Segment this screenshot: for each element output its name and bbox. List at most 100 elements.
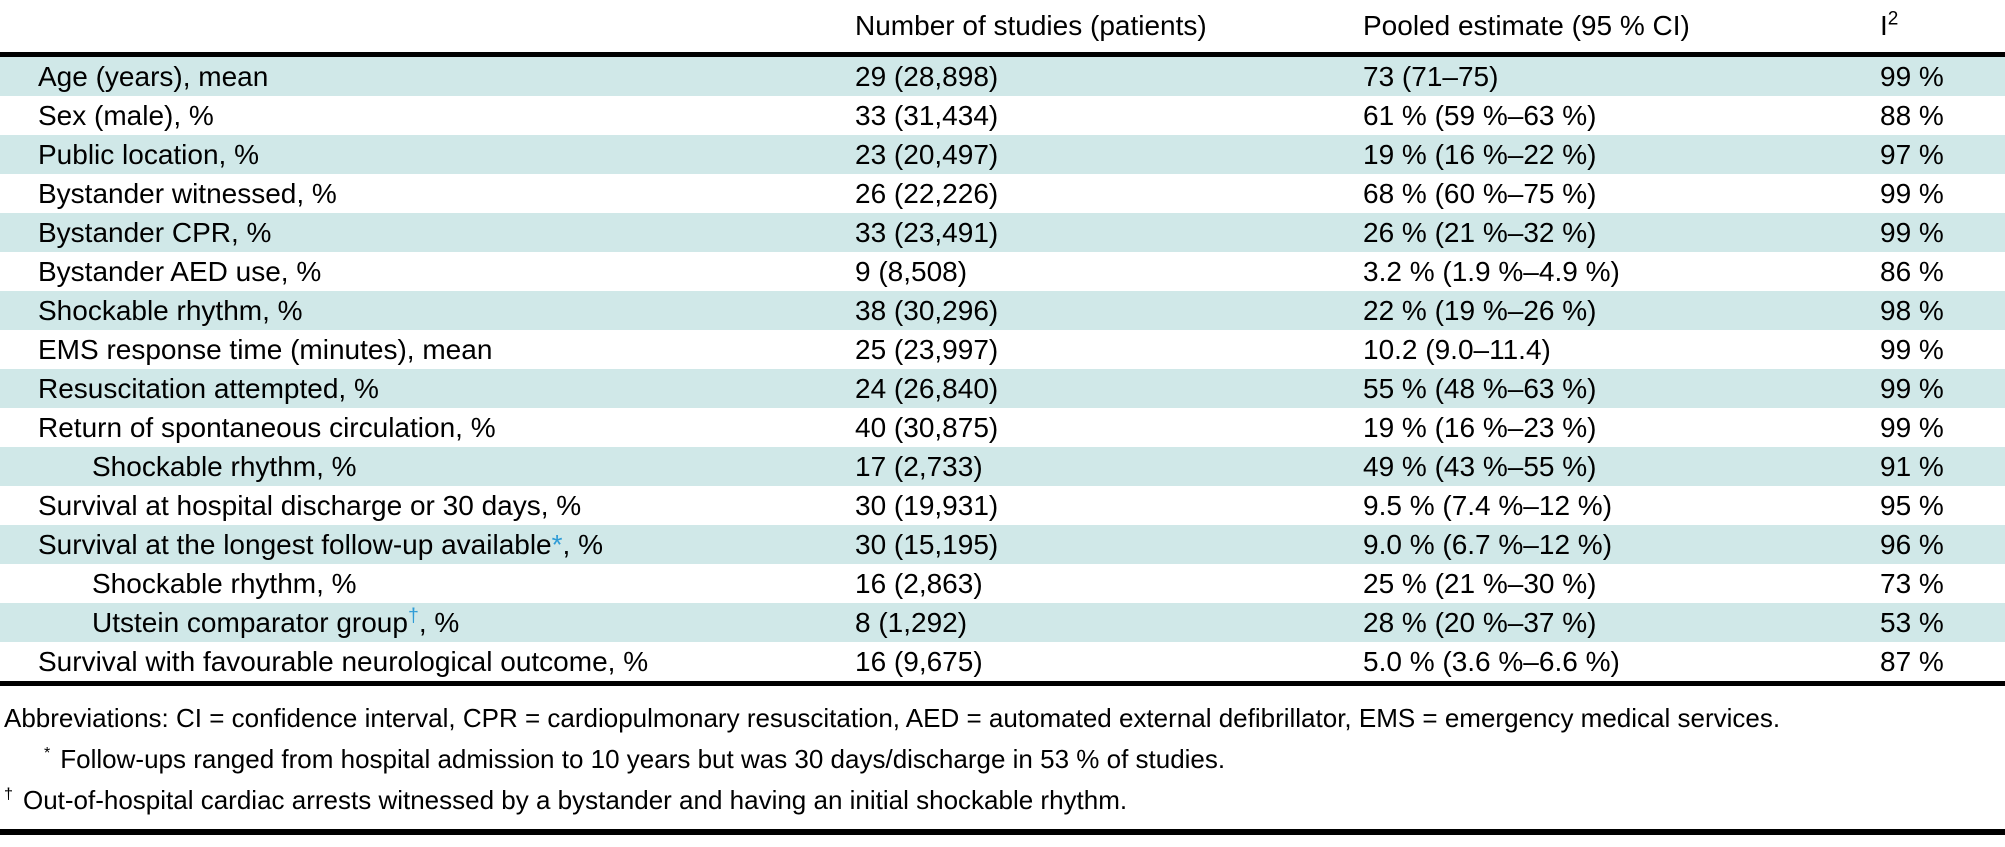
estimate-cell: 73 (71–75) (1363, 54, 1880, 96)
studies-cell: 25 (23,997) (855, 333, 999, 365)
i2-cell: 99 % (1880, 369, 2005, 408)
row-label-suffix: , % (562, 528, 603, 560)
estimate-cell: 28 % (20 %–37 %) (1363, 603, 1880, 642)
estimate-cell: 55 % (48 %–63 %) (1363, 369, 1880, 408)
estimate-cell: 25 % (21 %–30 %) (1363, 567, 1597, 599)
row-label-text: Bystander witnessed, % (38, 177, 337, 209)
row-label: Bystander AED use, % (0, 252, 855, 291)
studies-cell: 40 (30,875) (855, 411, 999, 443)
table-row: Shockable rhythm, % 38 (30,296) 22 % (19… (0, 291, 2005, 330)
estimate-cell: 49 % (43 %–55 %) (1363, 447, 1880, 486)
estimate-cell: 9.0 % (6.7 %–12 %) (1363, 525, 1880, 564)
estimate-cell: 19 % (16 %–23 %) (1363, 411, 1597, 443)
table-row: Resuscitation attempted, % 24 (26,840) 5… (0, 369, 2005, 408)
i2-cell: 88 % (1880, 99, 1944, 131)
row-label-text: Age (years), mean (38, 60, 269, 92)
i2-cell: 91 % (1880, 447, 2005, 486)
estimate-cell: 9.5 % (7.4 %–12 %) (1363, 489, 1613, 521)
row-label: Survival with favourable neurological ou… (0, 642, 855, 686)
studies-cell: 33 (23,491) (855, 213, 1363, 252)
studies-cell: 29 (28,898) (855, 54, 1363, 96)
i2-cell: 99 % (1880, 213, 2005, 252)
row-label-text: EMS response time (minutes), mean (38, 333, 493, 365)
estimate-cell: 10.2 (9.0–11.4) (1363, 333, 1551, 365)
row-label: EMS response time (minutes), mean (0, 330, 855, 369)
i2-cell: 97 % (1880, 135, 2005, 174)
row-label-text: Bystander CPR, % (38, 216, 272, 248)
estimate-cell: 22 % (19 %–26 %) (1363, 291, 1880, 330)
row-label-text: Resuscitation attempted, % (38, 372, 379, 404)
row-label-text: Sex (male), % (38, 99, 214, 131)
table-body: Age (years), mean 29 (28,898) 73 (71–75)… (0, 54, 2005, 686)
row-label: Age (years), mean (0, 54, 855, 96)
table-row: EMS response time (minutes), mean 25 (23… (0, 330, 2005, 369)
col-parameter-header (0, 0, 855, 57)
estimate-cell: 26 % (21 %–32 %) (1363, 213, 1880, 252)
row-label-text: Shockable rhythm, % (92, 450, 357, 482)
table-row: Utstein comparator group†, % 8 (1,292) 2… (0, 603, 2005, 642)
col-studies-header: Number of studies (patients) (855, 0, 1363, 57)
i2-cell: 99 % (1880, 411, 1944, 443)
i2-cell: 87 % (1880, 642, 2005, 686)
row-label-text: Utstein comparator group (92, 606, 408, 638)
footnote-dagger-text: Out-of-hospital cardiac arrests witnesse… (22, 785, 1128, 815)
table-row: Shockable rhythm, % 17 (2,733) 49 % (43 … (0, 447, 2005, 486)
estimate-cell: 5.0 % (3.6 %–6.6 %) (1363, 642, 1880, 686)
i2-superscript: 2 (1887, 8, 1899, 30)
meta-analysis-table: Number of studies (patients) Pooled esti… (0, 0, 2005, 686)
studies-cell: 26 (22,226) (855, 177, 999, 209)
table-row: Shockable rhythm, % 16 (2,863) 25 % (21 … (0, 564, 2005, 603)
superscript-marker: † (407, 604, 419, 627)
footnote-star: * Follow-ups ranged from hospital admissi… (4, 739, 2005, 780)
i2-cell: 53 % (1880, 603, 2005, 642)
estimate-cell: 68 % (60 %–75 %) (1363, 177, 1597, 209)
row-label: Survival at the longest follow-up availa… (0, 525, 855, 564)
footnote-star-marker: * (44, 744, 51, 763)
header-row: Number of studies (patients) Pooled esti… (0, 0, 2005, 57)
row-label: Public location, % (0, 135, 855, 174)
footnote-star-text: Follow-ups ranged from hospital admissio… (60, 744, 1226, 774)
table-row: Age (years), mean 29 (28,898) 73 (71–75)… (0, 54, 2005, 96)
row-label: Survival at hospital discharge or 30 day… (0, 486, 855, 525)
i2-cell: 73 % (1880, 567, 1944, 599)
i2-cell: 98 % (1880, 291, 2005, 330)
table-row: Bystander CPR, % 33 (23,491) 26 % (21 %–… (0, 213, 2005, 252)
row-label: Shockable rhythm, % (0, 447, 855, 486)
row-label: Resuscitation attempted, % (0, 369, 855, 408)
i2-cell: 99 % (1880, 177, 1944, 209)
row-label-text: Survival at the longest follow-up availa… (38, 528, 552, 560)
studies-cell: 17 (2,733) (855, 447, 1363, 486)
i2-cell: 99 % (1880, 54, 2005, 96)
studies-cell: 23 (20,497) (855, 135, 1363, 174)
row-label: Bystander witnessed, % (0, 174, 855, 213)
footnote-dagger: † Out-of-hospital cardiac arrests witness… (4, 780, 2005, 821)
footnotes: Abbreviations: CI = confidence interval,… (0, 686, 2005, 821)
estimate-cell: 61 % (59 %–63 %) (1363, 99, 1597, 131)
table-row: Survival at hospital discharge or 30 day… (0, 486, 2005, 525)
studies-cell: 38 (30,296) (855, 291, 1363, 330)
col-estimate-header: Pooled estimate (95 % CI) (1363, 0, 1880, 57)
studies-cell: 16 (9,675) (855, 642, 1363, 686)
table-row: Sex (male), % 33 (31,434) 61 % (59 %–63 … (0, 96, 2005, 135)
superscript-marker: * (551, 528, 563, 560)
row-label: Utstein comparator group†, % (0, 603, 855, 642)
row-label-suffix: , % (418, 606, 460, 638)
row-label-text: Survival with favourable neurological ou… (38, 645, 649, 677)
studies-cell: 30 (19,931) (855, 489, 999, 521)
table-row: Survival with favourable neurological ou… (0, 642, 2005, 686)
studies-cell: 16 (2,863) (855, 567, 983, 599)
studies-cell: 8 (1,292) (855, 603, 1363, 642)
row-label: Bystander CPR, % (0, 213, 855, 252)
estimate-cell: 3.2 % (1.9 %–4.9 %) (1363, 255, 1620, 287)
i2-cell: 95 % (1880, 489, 1944, 521)
table-header: Number of studies (patients) Pooled esti… (0, 0, 2005, 57)
row-label-text: Shockable rhythm, % (38, 294, 303, 326)
studies-cell: 30 (15,195) (855, 525, 1363, 564)
i2-cell: 86 % (1880, 255, 1944, 287)
row-label-text: Return of spontaneous circulation, % (38, 411, 496, 443)
row-label-text: Survival at hospital discharge or 30 day… (38, 489, 582, 521)
row-label-text: Public location, % (38, 138, 260, 170)
footnote-abbreviations: Abbreviations: CI = confidence interval,… (4, 703, 1781, 733)
col-i2-header: I2 (1880, 0, 2005, 57)
